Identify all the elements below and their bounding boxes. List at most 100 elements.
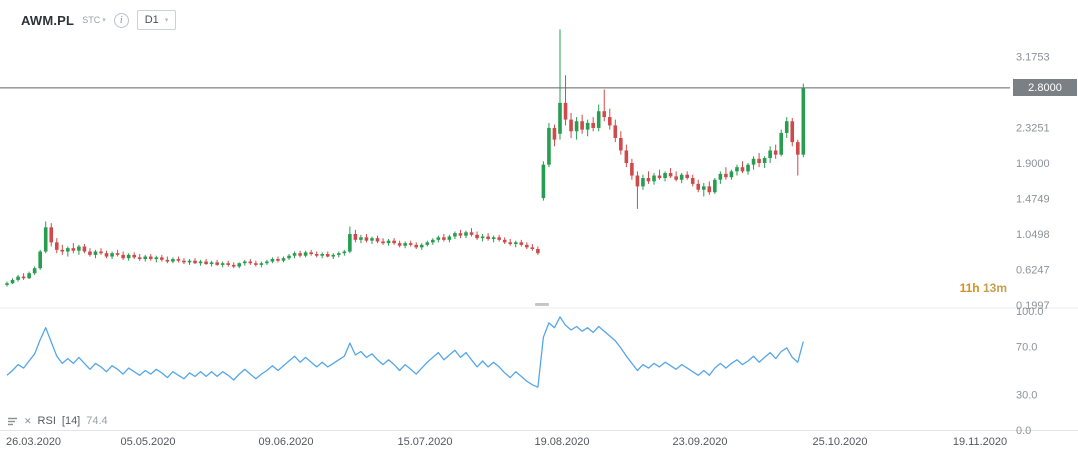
candle-body xyxy=(607,117,612,126)
candle-body xyxy=(198,261,203,264)
candle-body xyxy=(154,257,159,260)
candle-body xyxy=(690,178,695,184)
candle-body xyxy=(375,238,380,242)
candle-body xyxy=(425,242,430,245)
candle-body xyxy=(469,232,474,235)
price-axis-tick: 0.6247 xyxy=(1016,265,1050,277)
candle-body xyxy=(574,121,579,132)
candle-body xyxy=(193,260,197,264)
date-label: 26.03.2020 xyxy=(6,436,61,448)
candle-body xyxy=(265,261,269,264)
candle-body xyxy=(82,246,87,252)
exchange-selector[interactable]: STC ▾ xyxy=(82,15,106,25)
candle-body xyxy=(226,263,230,265)
candle-body xyxy=(740,167,745,172)
candle-body xyxy=(298,253,302,256)
candle-body xyxy=(458,233,463,236)
candle-body xyxy=(613,125,618,138)
timeframe-label: D1 xyxy=(144,14,159,26)
date-label: 15.07.2020 xyxy=(397,436,452,448)
candle-body xyxy=(331,254,336,257)
candle-body xyxy=(724,173,728,178)
candle-body xyxy=(126,254,131,259)
candle-body xyxy=(231,264,236,267)
candle-body xyxy=(646,178,651,182)
panel-resize-handle[interactable] xyxy=(535,303,549,306)
candle-body xyxy=(27,273,31,279)
candle-body xyxy=(431,239,435,243)
indicator-settings-icon[interactable] xyxy=(7,416,18,427)
candle-body xyxy=(801,87,806,155)
candle-body xyxy=(220,263,225,265)
candle-body xyxy=(536,249,540,254)
candle-body xyxy=(182,260,186,263)
candle-body xyxy=(71,248,76,251)
session-countdown: 11h 13m xyxy=(960,281,1007,295)
candle-body xyxy=(248,261,253,264)
candle-body xyxy=(386,240,391,244)
chevron-down-icon: ▾ xyxy=(164,16,169,24)
current-price-badge: 2.8000 xyxy=(1013,79,1077,97)
timeframe-selector[interactable]: D1 ▾ xyxy=(136,10,177,30)
candle-body xyxy=(773,150,778,155)
candle-body xyxy=(486,236,490,240)
candle-body xyxy=(447,236,452,240)
candle-body xyxy=(696,183,701,190)
chevron-down-icon: ▾ xyxy=(102,16,106,24)
rsi-line xyxy=(6,316,804,388)
candle-body xyxy=(348,233,352,252)
rsi-axis-tick: 0.0 xyxy=(1016,425,1031,437)
candle-body xyxy=(5,283,9,285)
date-label: 23.09.2020 xyxy=(672,436,727,448)
remove-indicator-icon[interactable]: ✕ xyxy=(24,415,32,426)
candle-body xyxy=(657,175,662,179)
candle-body xyxy=(635,175,640,187)
candle-body xyxy=(287,255,291,259)
candle-body xyxy=(397,243,402,246)
info-icon[interactable]: i xyxy=(113,12,129,28)
candle-body xyxy=(442,237,446,240)
candle-body xyxy=(132,254,136,258)
candle-body xyxy=(491,237,496,240)
candle-body xyxy=(259,263,264,265)
candle-body xyxy=(795,142,800,155)
candle-body xyxy=(148,256,153,260)
candle-body xyxy=(585,122,590,130)
candle-body xyxy=(353,233,358,240)
candle-body xyxy=(679,174,684,180)
candle-body xyxy=(115,253,120,255)
candle-body xyxy=(685,174,689,179)
candle-body xyxy=(530,247,535,250)
candle-body xyxy=(370,238,374,241)
candle-body xyxy=(707,186,712,193)
candle-body xyxy=(718,173,723,180)
date-label: 09.06.2020 xyxy=(258,436,313,448)
candle-body xyxy=(519,242,524,245)
candle-body xyxy=(77,246,81,251)
candle-body xyxy=(502,239,507,243)
indicator-legend: ✕ RSI [14] 74.4 xyxy=(7,415,108,427)
candle-body xyxy=(729,171,734,178)
candle-body xyxy=(674,176,678,180)
candle-body xyxy=(325,254,330,257)
candle-body xyxy=(757,158,761,164)
candle-body xyxy=(215,262,219,265)
price-axis-tick: 2.3251 xyxy=(1016,123,1050,135)
candle-body xyxy=(768,150,772,158)
candle-body xyxy=(591,122,595,128)
candle-body xyxy=(204,261,208,265)
candle-body xyxy=(32,268,37,274)
candle-body xyxy=(104,253,109,257)
price-axis-tick: 1.0498 xyxy=(1016,229,1050,241)
candle-body xyxy=(751,158,756,165)
price-axis-tick: 1.4749 xyxy=(1016,194,1050,206)
candle-body xyxy=(525,244,529,248)
indicator-period: [14] xyxy=(61,415,81,427)
candle-body xyxy=(292,253,297,256)
candle-body xyxy=(93,251,98,255)
candle-body xyxy=(143,256,148,260)
date-label: 25.10.2020 xyxy=(812,436,867,448)
candle-body xyxy=(66,248,70,252)
candle-body xyxy=(569,119,573,132)
